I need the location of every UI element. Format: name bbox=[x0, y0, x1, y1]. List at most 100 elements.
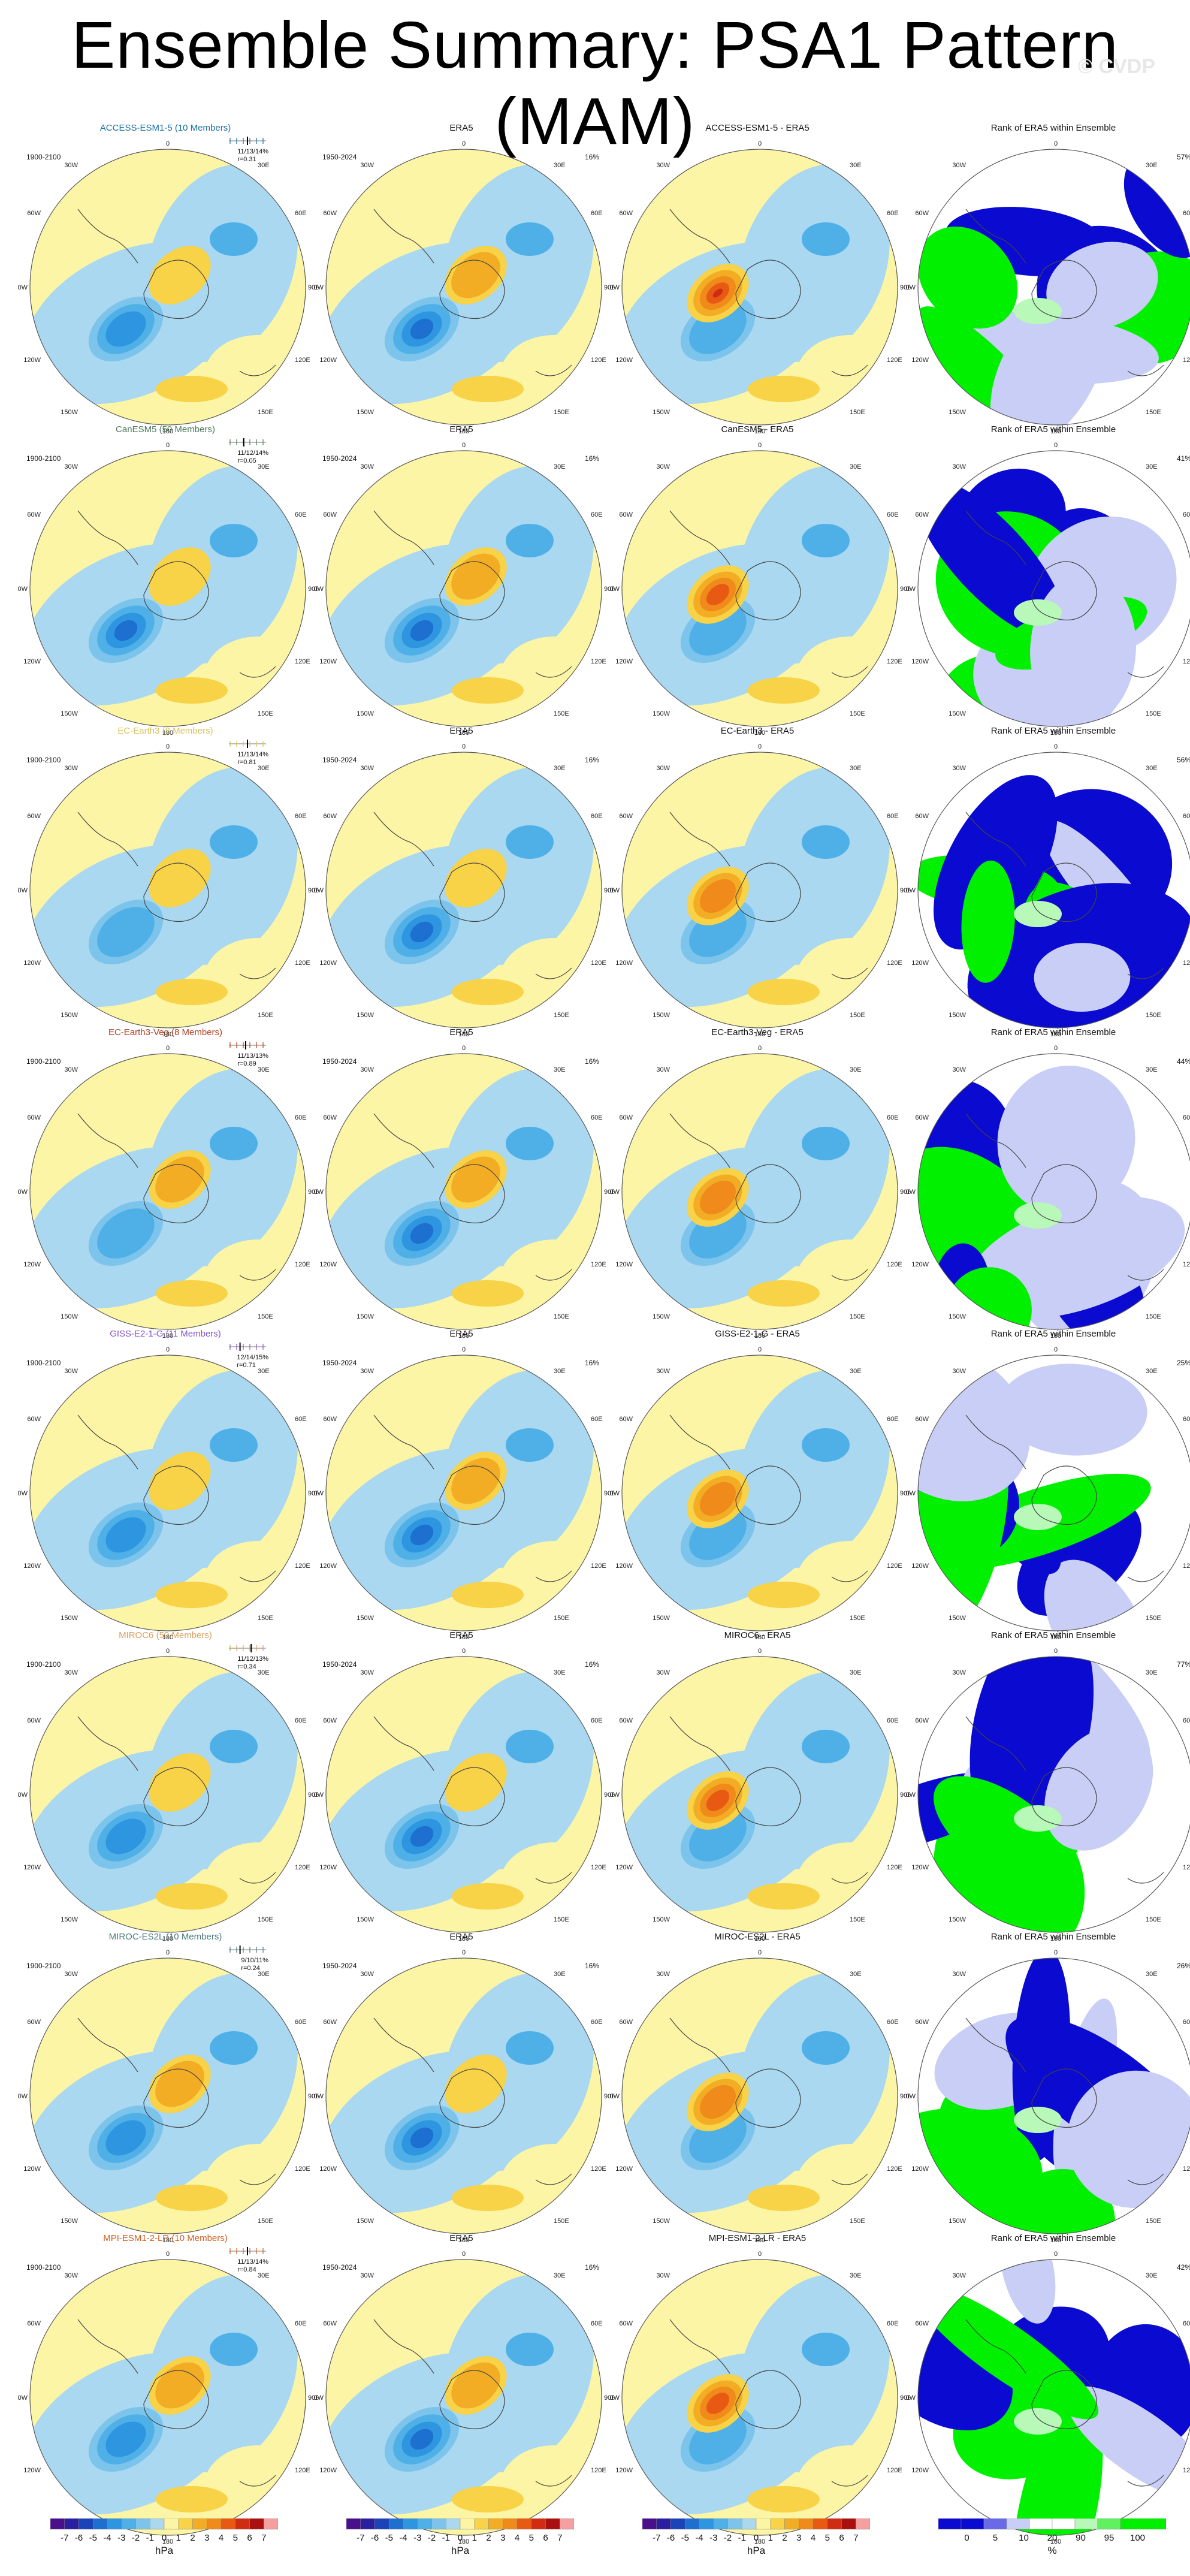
lon-label-left-mid1: 60W bbox=[323, 1114, 337, 1121]
lon-label-right-mid1: 60E bbox=[1183, 1416, 1190, 1423]
colorbar-swatch bbox=[841, 2518, 856, 2530]
lon-label-right-mid: 90E bbox=[900, 887, 910, 894]
colorbar-unit: % bbox=[1047, 2545, 1057, 2556]
map-field bbox=[326, 149, 602, 425]
coastline bbox=[669, 1414, 868, 1582]
lon-label-left-mid1: 60W bbox=[27, 2019, 41, 2026]
colorbar-swatch bbox=[474, 2518, 489, 2530]
lon-label-left-mid1: 60W bbox=[323, 511, 337, 518]
lon-label-right-low: 120E bbox=[887, 1261, 902, 1268]
colorbar-swatch bbox=[221, 2518, 235, 2530]
rank-panel: Rank of ERA5 within Ensemble 25% 0 180 30W 60… bbox=[904, 1329, 1190, 1641]
colorbar-tick-label: -5 bbox=[385, 2533, 393, 2543]
colorbar-unit: hPa bbox=[155, 2545, 174, 2556]
map-boundary bbox=[325, 1053, 602, 1330]
colorbar-swatch bbox=[389, 2518, 404, 2530]
map-field bbox=[326, 1657, 602, 1932]
colorbar-tick-label: 4 bbox=[514, 2533, 520, 2543]
colorbar-swatch bbox=[799, 2518, 814, 2530]
coastline bbox=[669, 2017, 868, 2185]
lon-label-left-mid1: 60W bbox=[619, 2320, 633, 2327]
diff-panel: MPI-ESM1-2-LR - ERA5018030W60W90W120W150… bbox=[608, 2233, 910, 2545]
lon-label-left-low: 120W bbox=[319, 357, 337, 364]
era-panel: ERA51950-202416%018030W60W90W120W150W30E… bbox=[312, 2233, 614, 2545]
map-field bbox=[918, 1054, 1190, 1329]
colorbar-tick-label: -7 bbox=[653, 2533, 661, 2543]
pattern-correlation: r=0.89 bbox=[237, 1060, 256, 1067]
lon-label-left-low: 120W bbox=[319, 1864, 337, 1871]
pct-variance: 16% bbox=[584, 2263, 599, 2272]
era5-panel-title: ERA5 bbox=[449, 1329, 473, 1339]
coastline bbox=[669, 1113, 868, 1281]
lon-label-left-mid: 90W bbox=[610, 2394, 620, 2402]
lon-label-left-low: 120W bbox=[615, 357, 633, 364]
map-field bbox=[30, 1054, 306, 1329]
era-panel: ERA51950-202416%018030W60W90W120W150W30E… bbox=[312, 1932, 614, 2244]
lon-label-right-top: 30E bbox=[850, 765, 862, 772]
lon-label-right-mid1: 60E bbox=[1183, 1717, 1190, 1724]
lon-label-left-mid1: 60W bbox=[27, 1717, 41, 1724]
lon-label-left-bottom: 150W bbox=[653, 1012, 670, 1019]
lon-label-left-mid1: 60W bbox=[915, 1416, 929, 1423]
lon-label-left-mid1: 60W bbox=[619, 210, 633, 217]
colorbar-swatch bbox=[235, 2518, 250, 2530]
lon-label-top: 0 bbox=[758, 1648, 762, 1655]
lon-label-right-bottom: 150E bbox=[1146, 1313, 1161, 1320]
map-field bbox=[918, 1958, 1190, 2234]
lon-label-left-top: 30W bbox=[360, 765, 374, 772]
lon-label-right-top: 30E bbox=[554, 1368, 566, 1375]
lon-label-right-mid: 90E bbox=[308, 284, 318, 291]
colorbar-swatch bbox=[446, 2518, 461, 2530]
lon-label-bottom: 180 bbox=[162, 729, 173, 737]
lon-label-bottom: 180 bbox=[458, 729, 469, 737]
rank-panel: Rank of ERA5 within Ensemble 56% 0 180 30W 60… bbox=[904, 726, 1190, 1038]
lon-label-right-low: 120E bbox=[887, 357, 902, 364]
lon-label-right-top: 30E bbox=[554, 2272, 566, 2279]
lon-label-right-bottom: 150E bbox=[850, 1615, 865, 1622]
map-boundary bbox=[917, 1957, 1190, 2234]
lon-label-right-low: 120E bbox=[591, 960, 606, 967]
colorbar-tick-label: -3 bbox=[117, 2533, 126, 2543]
lon-label-right-mid: 90E bbox=[900, 1490, 910, 1497]
colorbar-tick-label: -3 bbox=[413, 2533, 422, 2543]
lon-label-left-mid: 90W bbox=[906, 1490, 916, 1497]
lon-label-left-top: 30W bbox=[656, 162, 670, 169]
lon-label-left-mid1: 60W bbox=[915, 2019, 929, 2026]
lon-label-left-top: 30W bbox=[656, 765, 670, 772]
model-panel-title: CanESM5 (50 Members) bbox=[116, 424, 215, 435]
colorbar-swatch bbox=[50, 2518, 65, 2530]
lon-label-left-mid: 90W bbox=[906, 284, 916, 291]
coastline bbox=[965, 510, 1164, 678]
lon-label-left-mid: 90W bbox=[18, 1490, 28, 1497]
diff-panel: MIROC-ES2L - ERA5 0 180 30W 60W 90W 120W 150W 30… bbox=[608, 1932, 910, 2244]
era-panel: ERA51950-202416%018030W60W90W120W150W30E… bbox=[312, 1329, 614, 1641]
map-field bbox=[30, 1657, 306, 1932]
lon-label-left-mid1: 60W bbox=[323, 1416, 337, 1423]
coastline bbox=[965, 2017, 1164, 2185]
lon-label-top: 0 bbox=[758, 442, 762, 449]
lon-label-left-bottom: 150W bbox=[61, 2218, 78, 2225]
model-row: EC-Earth3-Veg (8 Members) 1900-2100 11/13/… bbox=[0, 1027, 1190, 1340]
pct-variance: 11/12/13% bbox=[237, 1655, 268, 1663]
colorbar-tick-label: -5 bbox=[89, 2533, 97, 2543]
lon-label-left-top: 30W bbox=[64, 765, 78, 772]
lon-label-left-low: 120W bbox=[911, 1261, 929, 1268]
colorbar-swatch bbox=[264, 2518, 279, 2530]
lon-label-left-top: 30W bbox=[64, 1066, 78, 1073]
map-boundary bbox=[325, 149, 602, 426]
map-field bbox=[30, 752, 306, 1028]
lon-label-top: 0 bbox=[462, 743, 466, 750]
colorbar-tick-label: 6 bbox=[839, 2533, 844, 2543]
lon-label-left-top: 30W bbox=[64, 1669, 78, 1676]
rank-panel-title: Rank of ERA5 within Ensemble bbox=[990, 1630, 1116, 1640]
coastline bbox=[373, 812, 572, 979]
rank-panel: Rank of ERA5 within Ensemble 77% 0 180 30W 60… bbox=[904, 1630, 1190, 1942]
model-panel: EC-Earth3-Veg (8 Members) 1900-2100 11/13/… bbox=[16, 1027, 318, 1340]
coastline bbox=[77, 812, 276, 979]
ensemble-range-bar bbox=[226, 438, 268, 447]
colorbar-swatch bbox=[1006, 2518, 1030, 2530]
lon-label-right-top: 30E bbox=[1146, 1669, 1158, 1676]
lon-label-right-mid1: 60E bbox=[1183, 511, 1190, 518]
lon-label-right-low: 120E bbox=[1183, 2467, 1190, 2474]
lon-label-left-mid: 90W bbox=[18, 1791, 28, 1799]
